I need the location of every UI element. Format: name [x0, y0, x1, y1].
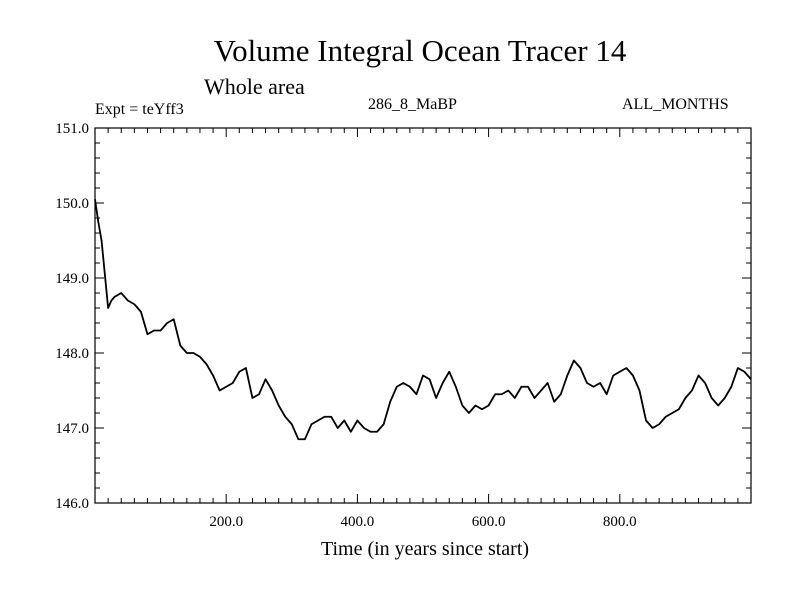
x-tick-label: 600.0	[472, 514, 506, 530]
x-tick-label: 200.0	[209, 514, 243, 530]
y-tick-label: 148.0	[55, 346, 89, 362]
y-axis-tick-labels: 146.0 147.0 148.0 149.0 150.0 151.0	[55, 121, 89, 512]
data-line	[94, 199, 752, 441]
y-tick-label: 151.0	[55, 121, 89, 137]
y-axis-ticks	[95, 127, 751, 504]
plot-frame	[94, 127, 752, 504]
y-tick-label: 146.0	[55, 496, 89, 512]
y-tick-label: 147.0	[55, 421, 89, 437]
x-axis-ticks	[107, 128, 739, 503]
months-label: ALL_MONTHS	[622, 96, 729, 113]
experiment-label: Expt = teYff3	[95, 101, 184, 118]
x-tick-label: 400.0	[341, 514, 375, 530]
x-tick-label: 800.0	[603, 514, 637, 530]
y-tick-label: 149.0	[55, 271, 89, 287]
chart-title: Volume Integral Ocean Tracer 14	[213, 33, 627, 68]
period-label: 286_8_MaBP	[368, 96, 457, 113]
chart-subtitle: Whole area	[204, 74, 305, 99]
y-tick-label: 150.0	[55, 196, 89, 212]
x-axis-label: Time (in years since start)	[321, 538, 529, 560]
x-axis-tick-labels: 200.0 400.0 600.0 800.0	[209, 514, 636, 530]
